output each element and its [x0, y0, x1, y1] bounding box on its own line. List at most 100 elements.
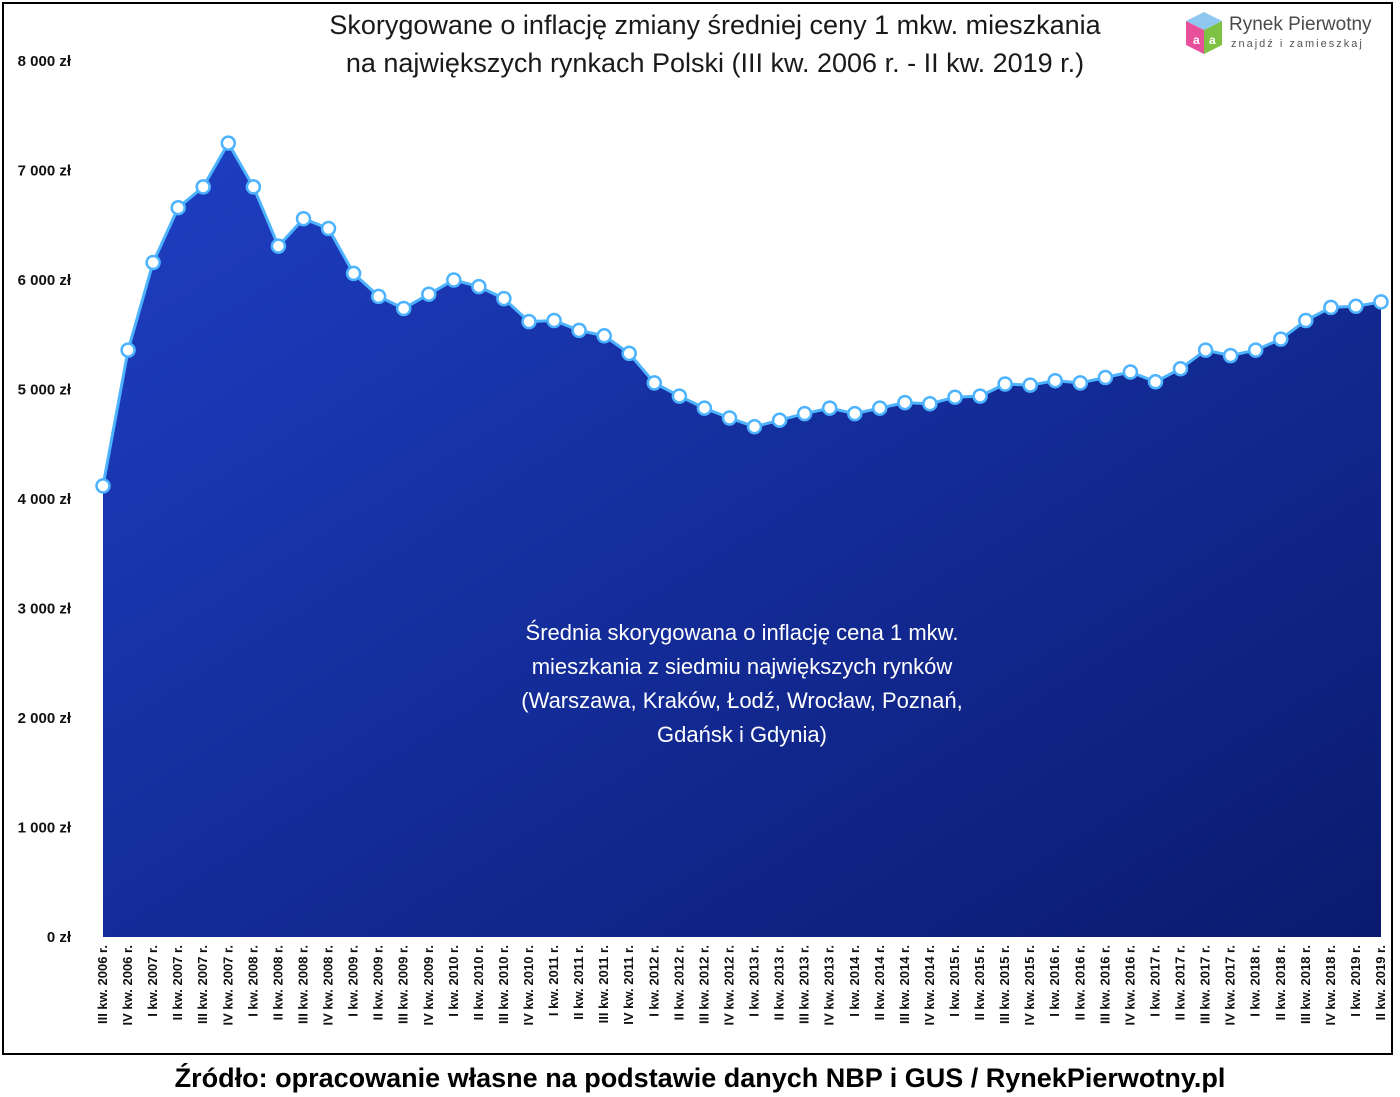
source-caption: Źródło: opracowanie własne na podstawie …: [174, 1063, 1226, 1093]
x-tick-label: IV kw. 2011 r.: [621, 945, 636, 1025]
data-point: [1097, 369, 1114, 386]
x-tick-label: II kw. 2009 r.: [371, 945, 386, 1020]
data-point: [1222, 347, 1239, 364]
x-tick-label: IV kw. 2010 r.: [521, 945, 536, 1025]
x-tick-label: IV kw. 2016 r.: [1122, 945, 1137, 1025]
data-point: [1172, 360, 1189, 377]
x-tick-label: II kw. 2010 r.: [471, 945, 486, 1020]
data-point: [295, 210, 312, 227]
x-tick-label: III kw. 2013 r.: [797, 945, 812, 1024]
data-point: [646, 375, 663, 391]
annotation-line-2: mieszkania z siedmiu największych rynków: [532, 654, 953, 679]
x-tick-label: IV kw. 2009 r.: [421, 945, 436, 1025]
x-axis: III kw. 2006 r. IV kw. 2006 r. I kw. 2007 …: [95, 945, 1388, 1025]
x-tick-label: I kw. 2019 r.: [1348, 945, 1363, 1017]
y-tick-label: 7 000 zł: [18, 163, 72, 180]
data-point: [421, 286, 437, 302]
x-tick-label: II kw. 2019 r.: [1373, 945, 1388, 1020]
data-point: [370, 288, 387, 305]
x-tick-label: III kw. 2011 r.: [596, 945, 611, 1023]
data-point: [596, 328, 612, 344]
data-point: [796, 405, 813, 422]
x-tick-label: II kw. 2017 r.: [1173, 945, 1188, 1020]
x-tick-label: IV kw. 2017 r.: [1223, 945, 1238, 1025]
data-point: [671, 388, 688, 404]
data-point: [771, 412, 788, 428]
x-tick-label: II kw. 2012 r.: [671, 945, 686, 1020]
data-point: [571, 322, 587, 339]
marker-layer: [95, 135, 1389, 494]
data-point: [997, 376, 1013, 392]
x-tick-label: IV kw. 2015 r.: [1022, 945, 1037, 1025]
svg-text:a: a: [1193, 33, 1200, 47]
x-tick-label: IV kw. 2012 r.: [721, 945, 736, 1025]
data-point: [1022, 377, 1038, 393]
x-tick-label: IV kw. 2013 r.: [822, 945, 837, 1025]
data-point: [270, 238, 287, 254]
x-tick-label: I kw. 2013 r.: [747, 945, 762, 1017]
x-tick-label: I kw. 2014 r.: [847, 945, 862, 1017]
x-tick-label: I kw. 2017 r.: [1147, 945, 1162, 1017]
y-tick-label: 5 000 zł: [18, 382, 72, 399]
data-point: [1323, 299, 1339, 316]
x-tick-label: II kw. 2007 r.: [170, 945, 185, 1020]
x-tick-label: III kw. 2015 r.: [997, 945, 1012, 1024]
annotation-line-1: Średnia skorygowana o inflację cena 1 mk…: [526, 620, 959, 645]
annotation-line-4: Gdańsk i Gdynia): [657, 722, 827, 747]
x-tick-label: II kw. 2016 r.: [1072, 945, 1087, 1020]
x-tick-label: II kw. 2011 r.: [571, 945, 586, 1020]
price-line: [101, 140, 1382, 487]
data-point: [972, 388, 988, 404]
data-point: [947, 389, 963, 405]
data-point: [1348, 298, 1364, 315]
price-area: [103, 143, 1381, 938]
x-tick-label: IV kw. 2008 r.: [321, 945, 336, 1025]
data-point: [145, 254, 161, 271]
data-point: [195, 179, 211, 195]
data-point: [1122, 364, 1139, 380]
data-point: [120, 342, 136, 358]
data-point: [621, 345, 637, 362]
data-point: [1247, 342, 1264, 358]
data-point: [1072, 375, 1089, 391]
cube-logo-icon: a a: [1186, 12, 1222, 54]
y-tick-label: 3 000 zł: [18, 601, 72, 618]
x-tick-label: III kw. 2014 r.: [897, 945, 912, 1024]
data-point: [721, 410, 738, 426]
x-tick-label: I kw. 2016 r.: [1047, 945, 1062, 1017]
svg-text:a: a: [1209, 33, 1216, 47]
data-point: [320, 220, 337, 237]
x-tick-label: III kw. 2012 r.: [696, 945, 711, 1024]
data-point: [1047, 372, 1063, 389]
y-tick-label: 4 000 zł: [18, 491, 72, 508]
x-tick-label: III kw. 2006 r.: [95, 945, 110, 1024]
data-point: [1298, 312, 1314, 329]
data-point: [872, 400, 888, 416]
data-point: [395, 300, 412, 317]
x-tick-label: II kw. 2015 r.: [972, 945, 987, 1020]
data-point: [1373, 294, 1389, 310]
x-tick-label: I kw. 2007 r.: [145, 945, 160, 1017]
logo-name: Rynek Pierwotny: [1229, 14, 1372, 35]
area-layer: [101, 140, 1382, 938]
x-tick-label: III kw. 2009 r.: [396, 945, 411, 1024]
x-tick-label: III kw. 2010 r.: [496, 945, 511, 1024]
logo-tagline: znajdź i zamieszkaj: [1231, 38, 1364, 50]
y-tick-label: 2 000 zł: [18, 710, 72, 727]
chart-title-line-1: Skorygowane o inflację zmiany średniej c…: [329, 10, 1101, 40]
x-tick-label: II kw. 2018 r.: [1273, 945, 1288, 1020]
x-tick-label: I kw. 2011 r.: [546, 945, 561, 1016]
data-point: [1147, 374, 1164, 390]
x-tick-label: IV kw. 2007 r.: [220, 945, 235, 1025]
x-tick-label: III kw. 2017 r.: [1198, 945, 1213, 1024]
x-tick-label: III kw. 2007 r.: [195, 945, 210, 1024]
data-point: [521, 313, 537, 330]
data-point: [471, 278, 487, 295]
x-tick-label: I kw. 2018 r.: [1248, 945, 1263, 1017]
logo: a a Rynek Pierwotny znajdź i zamieszkaj: [1183, 10, 1383, 58]
data-point: [1273, 331, 1289, 347]
data-point: [496, 290, 512, 307]
data-point: [170, 199, 186, 216]
data-point: [821, 400, 838, 416]
